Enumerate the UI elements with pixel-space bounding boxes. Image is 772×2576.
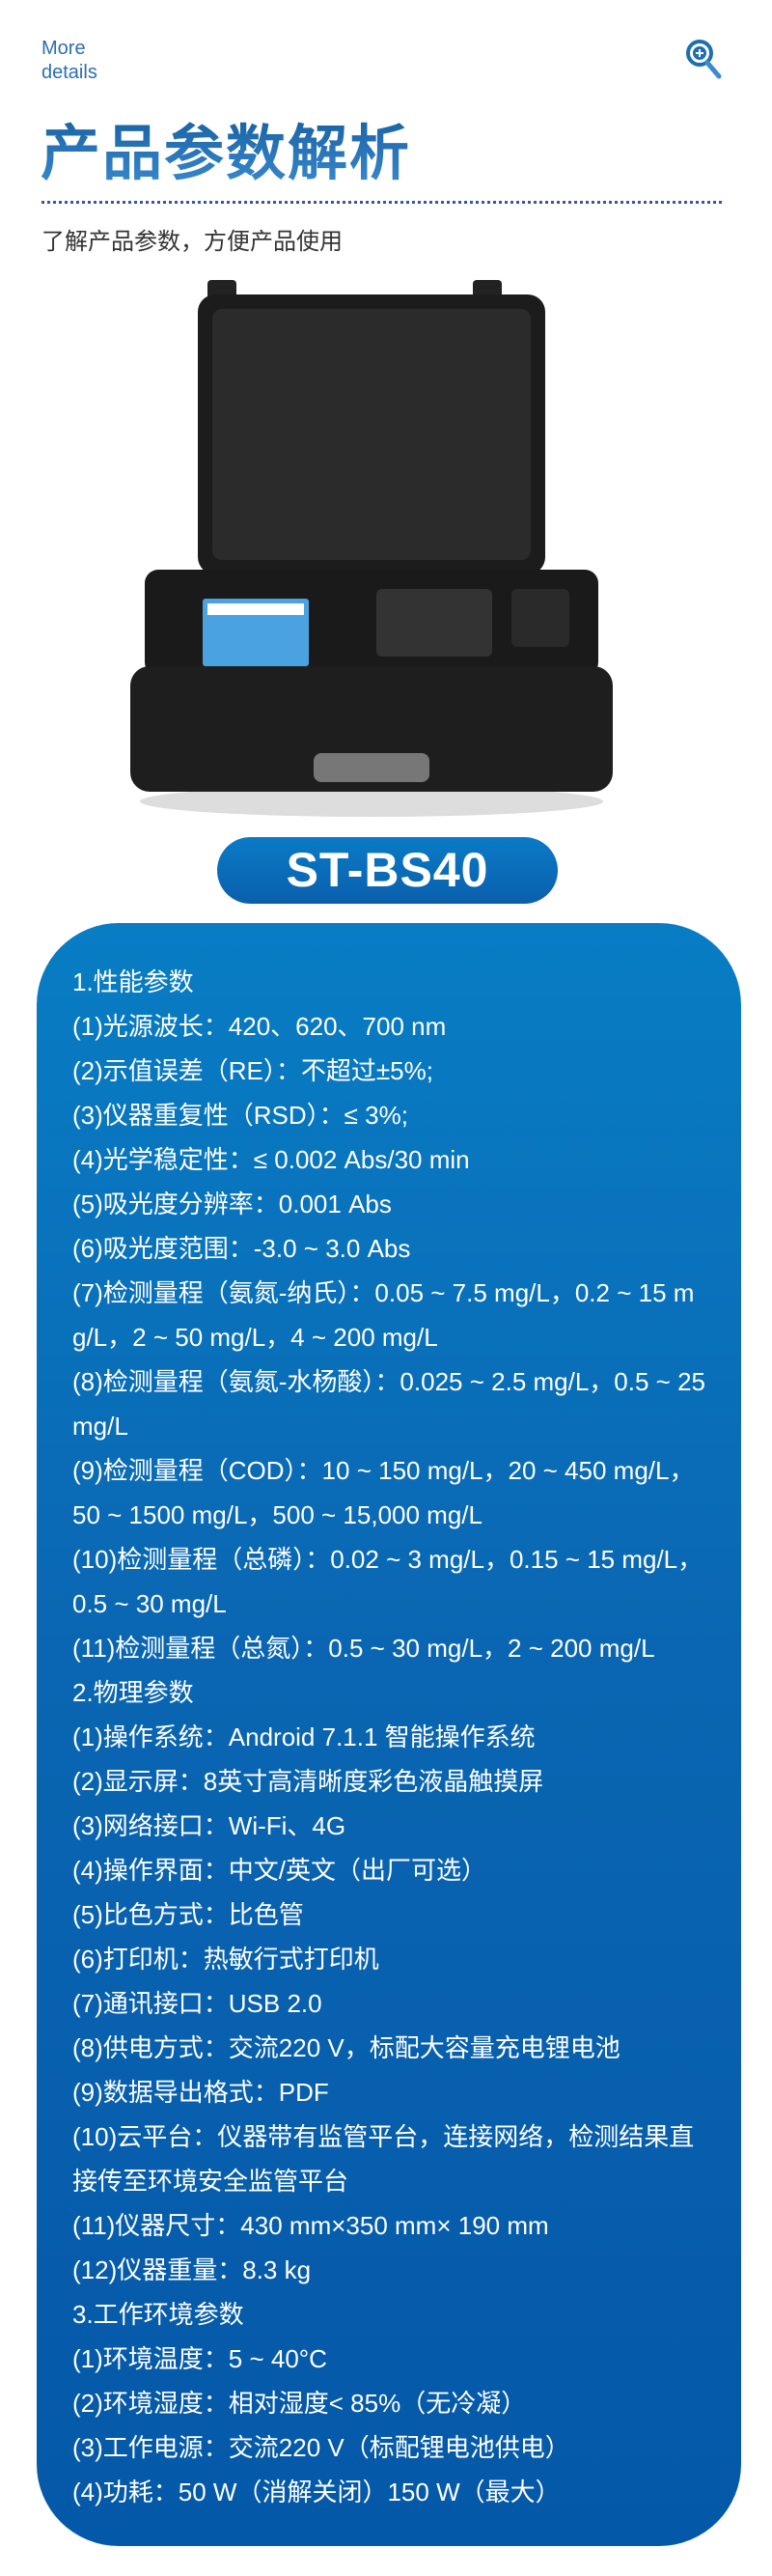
param-item: (4)功耗：50 W（消解关闭）150 W（最大） xyxy=(72,2478,561,2506)
param-item: (9)数据导出格式：PDF xyxy=(72,2078,329,2107)
param-item: (5)比色方式：比色管 xyxy=(72,1900,304,1929)
section-heading: 3.工作环境参数 xyxy=(72,2300,244,2329)
param-item: (7)检测量程（氨氮-纳氏）：0.05 ~ 7.5 mg/L，0.2 ~ 15 … xyxy=(72,1278,695,1352)
details-text: details xyxy=(41,62,97,83)
param-item: (10)检测量程（总磷）：0.02 ~ 3 mg/L，0.15 ~ 15 mg/… xyxy=(72,1545,703,1618)
param-item: (7)通讯接口：USB 2.0 xyxy=(72,1989,322,2018)
param-item: (11)仪器尺寸：430 mm×350 mm× 190 mm xyxy=(72,2211,549,2240)
param-item: (1)光源波长：420、620、700 nm xyxy=(72,1012,447,1041)
param-item: (5)吸光度分辨率：0.001 Abs xyxy=(72,1190,392,1218)
more-details-label: More details xyxy=(41,37,97,85)
param-item: (1)环境温度：5 ~ 40°C xyxy=(72,2344,327,2373)
zoom-in-icon[interactable] xyxy=(685,39,724,79)
page-title: 产品参数解析 xyxy=(41,104,411,191)
param-item: (1)操作系统：Android 7.1.1 智能操作系统 xyxy=(72,1722,536,1751)
param-item: (4)操作界面：中文/英文（出厂可选） xyxy=(72,1856,487,1885)
param-item: (2)环境湿度：相对湿度< 85%（无冷凝） xyxy=(72,2389,527,2418)
param-item: (11)检测量程（总氮）：0.5 ~ 30 mg/L，2 ~ 200 mg/L xyxy=(72,1634,655,1663)
more-text: More xyxy=(41,38,86,59)
section-heading: 2.物理参数 xyxy=(72,1678,194,1707)
param-item: (6)打印机：热敏行式打印机 xyxy=(72,1945,379,1974)
param-item: (3)网络接口：Wi-Fi、4G xyxy=(72,1811,346,1840)
section-heading: 1.性能参数 xyxy=(72,967,194,996)
param-item: (3)仪器重复性（RSD）：≤ 3%; xyxy=(72,1101,408,1130)
param-item: (9)检测量程（COD）：10 ~ 150 mg/L，20 ~ 450 mg/L… xyxy=(72,1456,695,1529)
param-item: (10)云平台：仪器带有监管平台，连接网络，检测结果直接传至环境安全监管平台 xyxy=(72,2122,695,2196)
param-item: (4)光学稳定性：≤ 0.002 Abs/30 min xyxy=(72,1145,470,1174)
param-item: (12)仪器重量：8.3 kg xyxy=(72,2255,312,2284)
param-item: (2)示值误差（RE）：不超过±5%; xyxy=(72,1056,433,1085)
page-subtitle: 了解产品参数，方便产品使用 xyxy=(41,229,343,255)
model-badge: ST-BS40 xyxy=(217,837,558,904)
param-item: (8)检测量程（氨氮-水杨酸）：0.025 ~ 2.5 mg/L，0.5 ~ 2… xyxy=(72,1367,705,1441)
dotted-divider xyxy=(41,201,722,204)
param-item: (3)工作电源：交流220 V（标配锂电池供电） xyxy=(72,2433,570,2462)
param-item: (6)吸光度范围：-3.0 ~ 3.0 Abs xyxy=(72,1234,411,1263)
product-image xyxy=(130,280,613,817)
param-item: (8)供电方式：交流220 V，标配大容量充电锂电池 xyxy=(72,2033,620,2062)
param-item: (2)显示屏：8英寸高清晰度彩色液晶触摸屏 xyxy=(72,1767,544,1796)
params-card: 1.性能参数 (1)光源波长：420、620、700 nm (2)示值误差（RE）：… xyxy=(37,923,741,2546)
